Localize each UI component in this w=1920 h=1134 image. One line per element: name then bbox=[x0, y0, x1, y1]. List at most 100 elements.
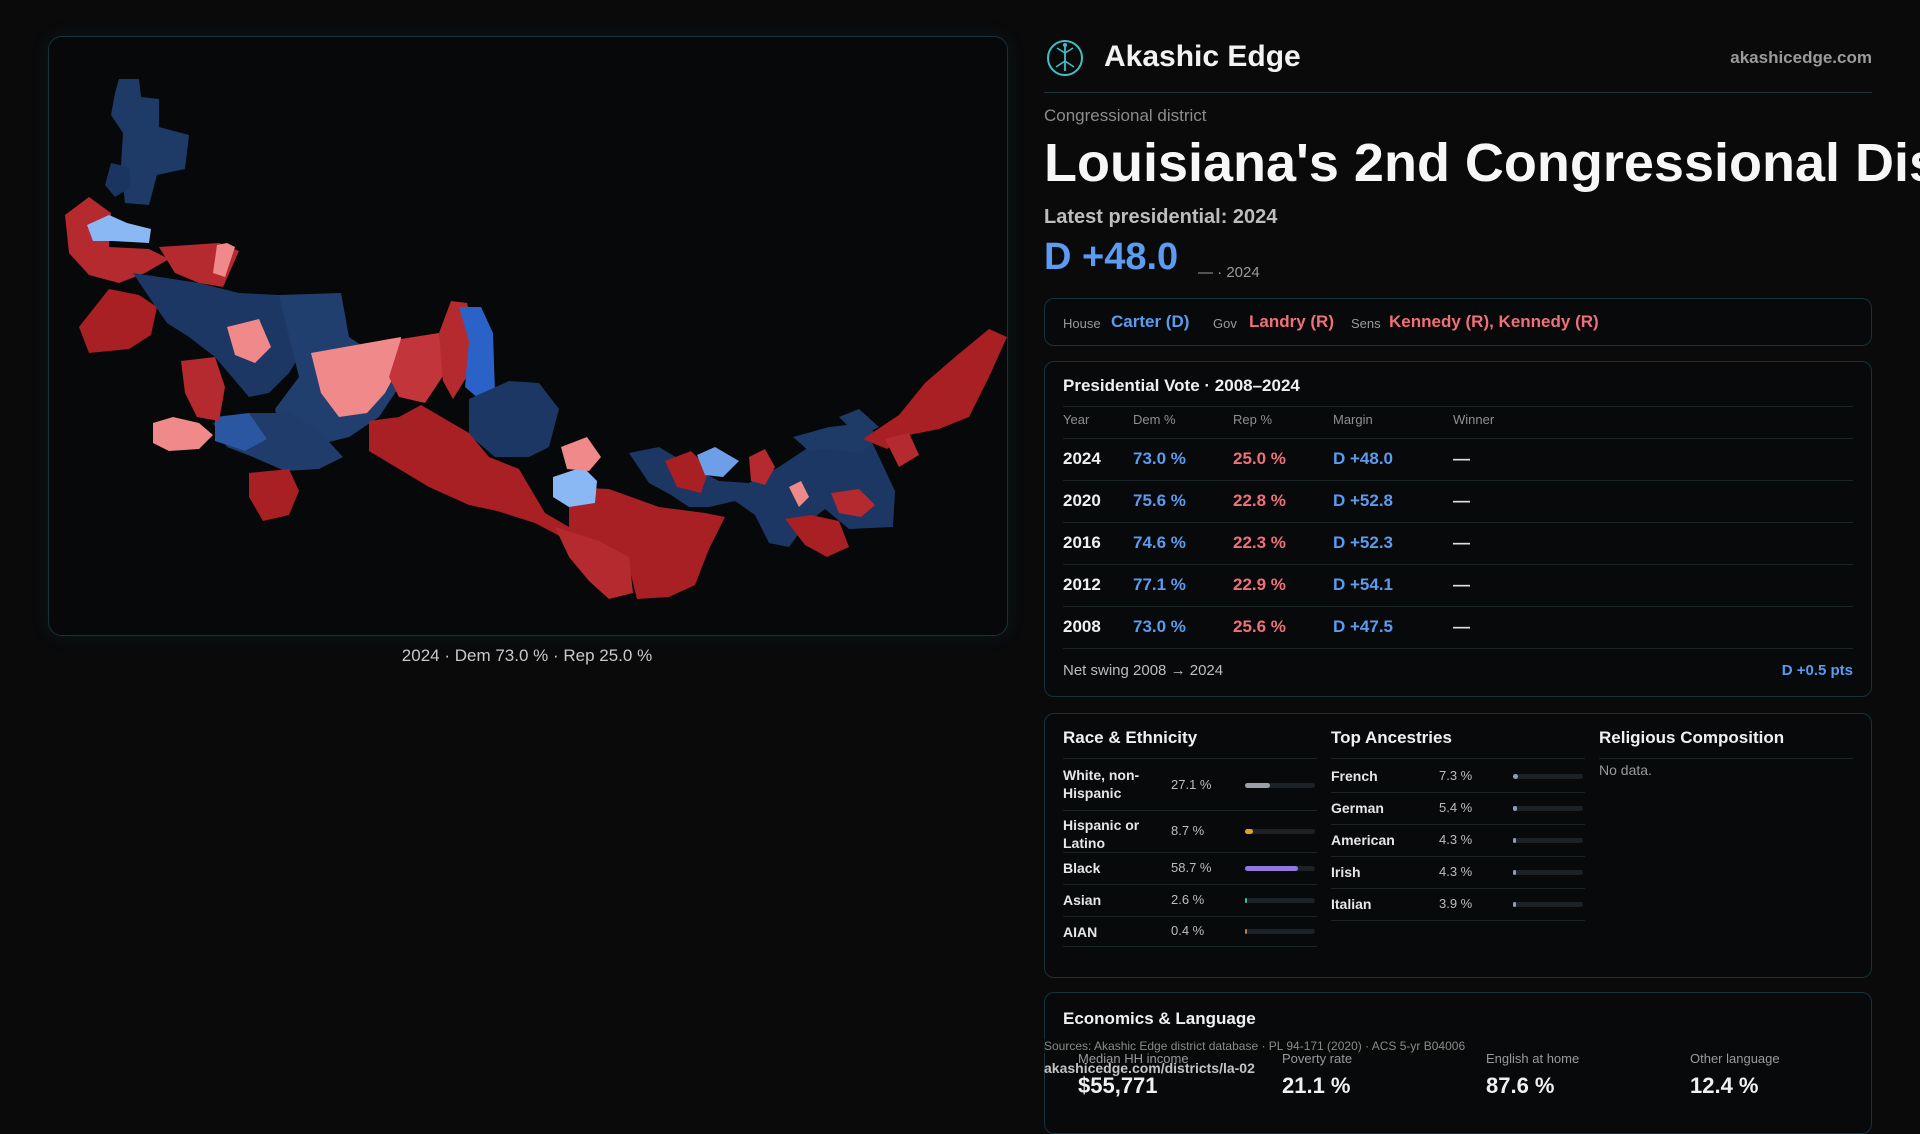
ancestry-value: 3.9 % bbox=[1439, 896, 1472, 911]
ancestry-label: American bbox=[1331, 831, 1421, 849]
race-share-bar bbox=[1245, 866, 1315, 871]
median-income-value: $55,771 bbox=[1078, 1073, 1158, 1099]
ancestry-share-fill bbox=[1513, 838, 1516, 843]
row-dem: 74.6 % bbox=[1133, 533, 1186, 553]
map-precinct[interactable] bbox=[79, 289, 157, 353]
row-margin: D +52.8 bbox=[1333, 491, 1393, 511]
table-row: 2016 74.6 % 22.3 % D +52.3 — bbox=[1063, 523, 1853, 565]
race-row: White, non-Hispanic 27.1 % bbox=[1063, 760, 1317, 811]
senators-value: Kennedy (R), Kennedy (R) bbox=[1389, 312, 1599, 332]
map-precinct[interactable] bbox=[249, 469, 299, 521]
map-precinct[interactable] bbox=[181, 357, 225, 421]
ancestry-row: French 7.3 % bbox=[1331, 760, 1585, 793]
row-winner: — bbox=[1453, 449, 1470, 469]
economics-title: Economics & Language bbox=[1063, 1009, 1256, 1029]
ancestry-label: French bbox=[1331, 767, 1421, 785]
ancestry-value: 4.3 % bbox=[1439, 832, 1472, 847]
race-share-bar bbox=[1245, 829, 1315, 834]
ancestry-value: 7.3 % bbox=[1439, 768, 1472, 783]
map-precinct[interactable] bbox=[863, 329, 1007, 449]
ancestry-share-bar bbox=[1513, 870, 1583, 875]
col-header-rep: Rep % bbox=[1233, 412, 1272, 427]
representatives-card: House Carter (D) Gov Landry (R) Sens Ken… bbox=[1044, 298, 1872, 346]
race-label: Asian bbox=[1063, 891, 1173, 909]
row-dem: 73.0 % bbox=[1133, 449, 1186, 469]
ancestry-value: 4.3 % bbox=[1439, 864, 1472, 879]
row-dem: 77.1 % bbox=[1133, 575, 1186, 595]
table-row: 2020 75.6 % 22.8 % D +52.8 — bbox=[1063, 481, 1853, 523]
col-header-margin: Margin bbox=[1333, 412, 1373, 427]
headline-margin-sub: — · 2024 bbox=[1198, 264, 1260, 281]
row-margin: D +52.3 bbox=[1333, 533, 1393, 553]
col-header-winner: Winner bbox=[1453, 412, 1494, 427]
row-rep: 22.8 % bbox=[1233, 491, 1286, 511]
row-margin: D +47.5 bbox=[1333, 617, 1393, 637]
race-row: Black 58.7 % bbox=[1063, 852, 1317, 885]
race-row: AIAN 0.4 % bbox=[1063, 916, 1317, 947]
race-share-bar bbox=[1245, 929, 1315, 934]
table-row: 2024 73.0 % 25.0 % D +48.0 — bbox=[1063, 439, 1853, 481]
ancestry-share-bar bbox=[1513, 838, 1583, 843]
net-swing-value: D +0.5 pts bbox=[1782, 662, 1853, 679]
tree-of-life-icon[interactable] bbox=[1046, 39, 1084, 77]
ancestry-row: Irish 4.3 % bbox=[1331, 856, 1585, 889]
race-value: 0.4 % bbox=[1171, 923, 1204, 938]
race-label: Hispanic or Latino bbox=[1063, 816, 1173, 852]
source-url-link[interactable]: akashicedge.com/districts/la-02 bbox=[1044, 1060, 1255, 1076]
race-share-bar bbox=[1245, 783, 1315, 788]
other-language-value: 12.4 % bbox=[1690, 1073, 1759, 1099]
row-rep: 25.6 % bbox=[1233, 617, 1286, 637]
row-rep: 22.3 % bbox=[1233, 533, 1286, 553]
ancestry-share-fill bbox=[1513, 774, 1518, 779]
row-rep: 22.9 % bbox=[1233, 575, 1286, 595]
row-year: 2008 bbox=[1063, 617, 1101, 637]
demographics-card: Race & Ethnicity White, non-Hispanic 27.1… bbox=[1044, 713, 1872, 978]
divider bbox=[1063, 406, 1853, 407]
ancestry-share-fill bbox=[1513, 806, 1517, 811]
map-precinct[interactable] bbox=[561, 437, 601, 471]
house-rep-value: Carter (D) bbox=[1111, 312, 1189, 332]
district-map[interactable] bbox=[48, 36, 1008, 636]
source-citation: Sources: Akashic Edge district database … bbox=[1044, 1039, 1465, 1053]
table-row: 2012 77.1 % 22.9 % D +54.1 — bbox=[1063, 565, 1853, 607]
ancestry-label: Irish bbox=[1331, 863, 1421, 881]
precinct-map-svg[interactable] bbox=[49, 37, 1007, 635]
map-precinct[interactable] bbox=[153, 417, 213, 451]
row-year: 2012 bbox=[1063, 575, 1101, 595]
ancestry-label: German bbox=[1331, 799, 1421, 817]
map-precinct[interactable] bbox=[885, 433, 919, 467]
presidential-title: Presidential Vote · 2008–2024 bbox=[1063, 376, 1300, 396]
race-share-fill bbox=[1245, 929, 1247, 934]
ancestry-label: Italian bbox=[1331, 895, 1421, 913]
row-year: 2024 bbox=[1063, 449, 1101, 469]
race-ethnicity-section: Race & Ethnicity White, non-Hispanic 27.1… bbox=[1063, 714, 1317, 977]
race-value: 8.7 % bbox=[1171, 823, 1204, 838]
divider bbox=[1599, 758, 1853, 759]
row-margin: D +54.1 bbox=[1333, 575, 1393, 595]
presidential-vote-card: Presidential Vote · 2008–2024 Year Dem %… bbox=[1044, 361, 1872, 697]
divider bbox=[1331, 758, 1585, 759]
english-home-label: English at home bbox=[1486, 1051, 1579, 1066]
row-winner: — bbox=[1453, 575, 1470, 595]
race-value: 2.6 % bbox=[1171, 892, 1204, 907]
religious-composition-section: Religious Composition No data. bbox=[1599, 714, 1853, 977]
race-row: Hispanic or Latino 8.7 % bbox=[1063, 810, 1317, 853]
brand-header: Akashic Edge akashicedge.com bbox=[1044, 36, 1872, 93]
gov-label: Gov bbox=[1213, 316, 1237, 331]
brand-url-link[interactable]: akashicedge.com bbox=[1730, 48, 1872, 68]
ancestry-value: 5.4 % bbox=[1439, 800, 1472, 815]
race-label: Black bbox=[1063, 859, 1173, 877]
ancestry-row: Italian 3.9 % bbox=[1331, 888, 1585, 921]
district-info-panel: Akashic Edge akashicedge.com Congression… bbox=[1044, 36, 1872, 93]
english-home-value: 87.6 % bbox=[1486, 1073, 1555, 1099]
net-swing-label: Net swing 2008 → 2024 bbox=[1063, 662, 1223, 679]
race-share-bar bbox=[1245, 898, 1315, 903]
ancestry-share-bar bbox=[1513, 902, 1583, 907]
senators-label: Sens bbox=[1351, 316, 1381, 331]
map-precinct[interactable] bbox=[553, 467, 597, 507]
race-title: Race & Ethnicity bbox=[1063, 728, 1197, 748]
row-year: 2016 bbox=[1063, 533, 1101, 553]
ancestry-share-bar bbox=[1513, 806, 1583, 811]
religion-title: Religious Composition bbox=[1599, 728, 1784, 748]
poverty-rate-label: Poverty rate bbox=[1282, 1051, 1352, 1066]
